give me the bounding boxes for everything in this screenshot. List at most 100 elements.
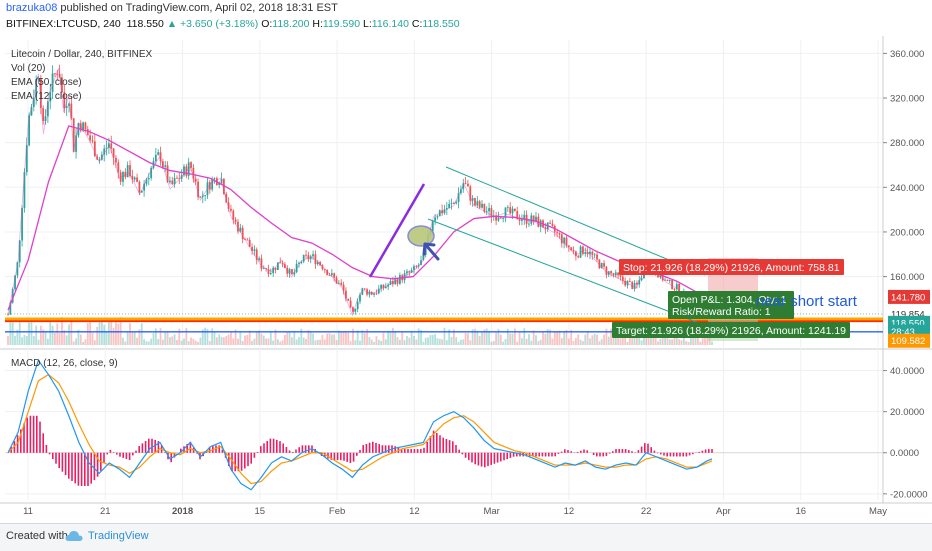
candle-body	[220, 178, 223, 184]
candle-body	[574, 251, 577, 257]
candle-body	[384, 286, 387, 289]
candle-body	[598, 259, 601, 269]
volume-bar	[530, 340, 533, 345]
candle-body	[610, 271, 612, 274]
volume-bar	[584, 334, 587, 345]
candle-body	[556, 231, 559, 233]
volume-bar	[410, 330, 413, 345]
candle-body	[504, 207, 507, 219]
candle-body	[117, 162, 120, 173]
volume-bar	[7, 335, 9, 345]
stop-price-tag-bg	[888, 289, 930, 304]
volume-bar	[119, 317, 122, 345]
footer-bar: Created with TradingView	[0, 523, 932, 551]
volume-bar	[272, 340, 275, 345]
ema-12-line	[7, 68, 713, 323]
candle-body	[28, 115, 31, 146]
volume-bar	[567, 338, 570, 345]
candle-body	[410, 269, 413, 273]
candle-body	[18, 240, 21, 263]
volume-bar	[549, 329, 551, 345]
candle-body	[232, 210, 235, 220]
username[interactable]: brazuka08	[6, 2, 58, 14]
candle-body	[197, 181, 199, 198]
volume-bar	[513, 328, 516, 345]
volume-bar	[495, 332, 498, 345]
candle-body	[586, 251, 589, 255]
volume-bar	[93, 340, 96, 345]
volume-bar	[535, 335, 537, 345]
volume-bar	[314, 340, 317, 345]
candle-body	[21, 208, 23, 241]
candle-body	[370, 291, 373, 295]
open-pnl-label: Open P&L: 1.304, Qty: 1	[672, 294, 787, 306]
volume-bar	[422, 341, 425, 345]
volume-bar	[340, 332, 343, 345]
candle-body	[326, 269, 329, 276]
candle-body	[558, 232, 561, 235]
candle-body	[237, 221, 239, 232]
candle-body	[258, 258, 260, 260]
volume-bar	[574, 337, 577, 345]
volume-bar	[302, 337, 305, 345]
volume-bar	[192, 338, 195, 345]
tradingview-link[interactable]: TradingView	[88, 530, 149, 542]
candle-body	[63, 92, 66, 108]
volume-bar	[605, 328, 608, 345]
volume-bar	[44, 330, 47, 345]
volume-bar	[173, 334, 176, 345]
volume-bar	[86, 322, 89, 345]
volume-bar	[694, 337, 697, 345]
candle-body	[497, 217, 500, 221]
candle-body	[607, 271, 610, 275]
legend-item: EMA (12, close)	[11, 91, 82, 102]
time-tick-label: 2018	[172, 506, 193, 517]
volume-bar	[77, 329, 80, 345]
candle-body	[79, 123, 82, 131]
candle-body	[46, 101, 49, 117]
candle-body	[124, 171, 127, 178]
volume-bar	[326, 333, 329, 345]
candle-body	[490, 208, 493, 217]
volume-bar	[596, 334, 598, 345]
price-tick-label: 280.000	[890, 138, 924, 149]
volume-bar	[516, 341, 519, 345]
candle-body	[577, 256, 580, 258]
volume-bar	[178, 328, 181, 345]
candle-body	[171, 180, 174, 185]
candle-body	[89, 135, 92, 141]
candle-body	[138, 181, 141, 193]
near-short-start-note: near short start	[756, 293, 858, 310]
volume-bar	[208, 341, 211, 345]
volume-bar	[363, 333, 366, 345]
candle-body	[206, 182, 209, 196]
candle-body	[269, 273, 272, 275]
volume-bar	[441, 339, 444, 345]
volume-bar	[103, 324, 106, 345]
candle-body	[434, 217, 436, 221]
candle-body	[157, 152, 160, 155]
candle-body	[373, 293, 375, 295]
close-label: C:	[411, 18, 423, 30]
candle-body	[518, 219, 521, 221]
volume-bar	[337, 330, 340, 345]
low-value: 116.140	[371, 18, 409, 30]
candle-body	[495, 215, 498, 221]
volume-bar	[194, 340, 197, 345]
candle-body	[49, 91, 52, 102]
time-tick-label: May	[869, 506, 887, 517]
volume-bar	[570, 330, 573, 345]
candle-body	[636, 282, 638, 285]
volume-bar	[579, 339, 582, 345]
volume-bar	[145, 341, 148, 345]
candle-body	[361, 288, 364, 295]
volume-bar	[234, 329, 237, 345]
volume-bar	[269, 331, 272, 345]
volume-bar	[572, 341, 575, 345]
candle-body	[84, 122, 87, 130]
candle-body	[455, 202, 458, 204]
volume-bar	[260, 333, 263, 345]
candle-body	[23, 172, 26, 209]
candle-body	[619, 275, 622, 277]
volume-bar	[222, 337, 225, 345]
